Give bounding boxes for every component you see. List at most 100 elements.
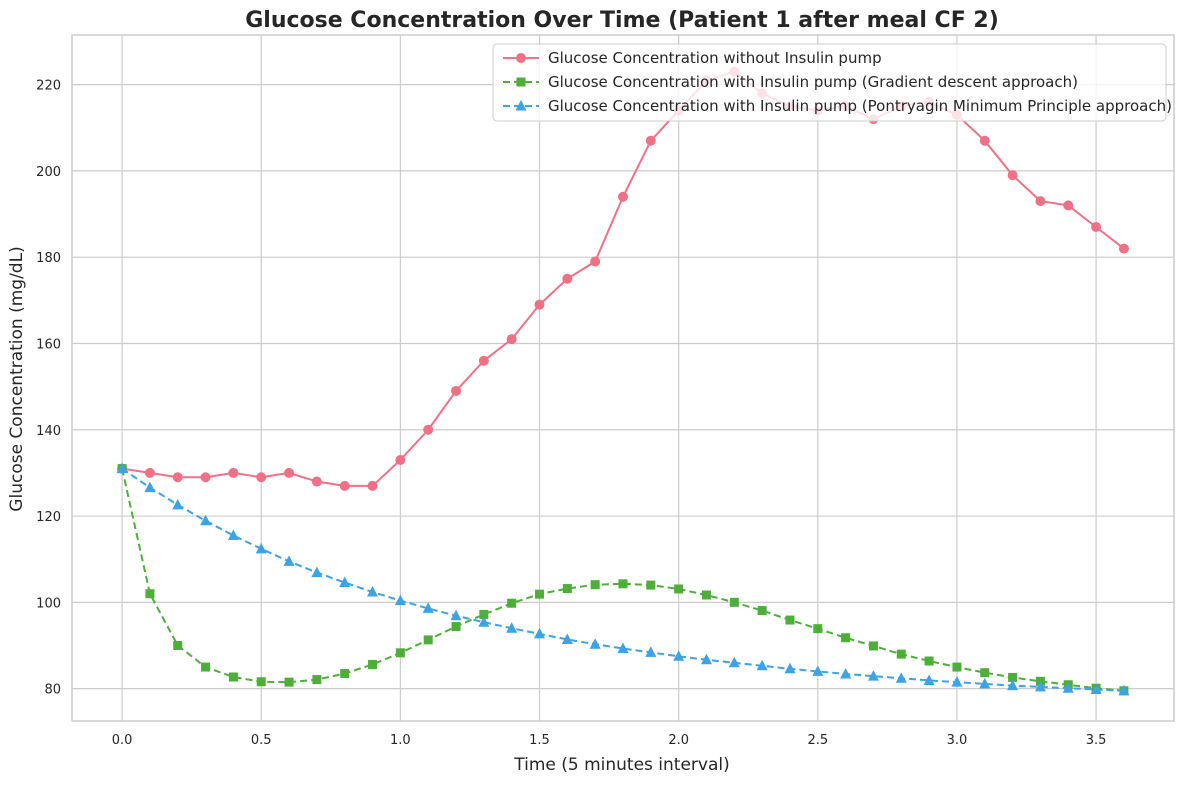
series-1-point [423,424,434,435]
series-2-point [674,584,684,594]
series-1-point [534,299,545,310]
legend-label: Glucose Concentration with Insulin pump … [548,97,1172,115]
series-3-point [116,462,128,474]
series-1 [117,66,1129,491]
y-tick-label: 100 [36,596,61,611]
series-3-point [1034,680,1046,692]
series-2-point [590,580,600,590]
x-tick-label: 1.0 [390,733,411,748]
series-3-point [534,627,546,639]
series-3-point [172,498,184,510]
series-2-point [228,672,238,682]
y-tick-label: 200 [36,165,61,180]
series-3-point [506,622,518,633]
series-2-point [785,615,795,625]
series-group [116,66,1130,696]
y-tick-label: 140 [36,424,61,439]
series-3-point [422,602,434,613]
series-2-point [562,584,572,594]
series-3-point [311,566,323,578]
series-1-point [1118,243,1129,254]
series-2-point [618,579,628,589]
legend-marker [515,100,527,111]
series-1-point [395,454,406,465]
series-3-point [812,665,824,676]
y-tick-label: 120 [36,510,61,525]
series-2-point [757,606,767,616]
series-2-point [841,633,851,643]
series-3-point [227,529,239,540]
series-2-point [924,656,934,666]
series-1-point [228,467,239,478]
series-3-point [283,555,295,566]
series-1-point [367,480,378,491]
series-3-point [617,642,629,654]
legend-item-3: Glucose Concentration with Insulin pump … [503,97,1172,115]
y-axis-ticks: 80 100 120 140 160 180 200 220 [36,79,61,698]
series-2-point [952,662,962,672]
series-2-point [451,622,461,632]
series-1-point [311,476,322,487]
series-3-point [895,672,907,683]
series-1-point [339,480,350,491]
series-2-point [980,668,990,678]
series-2-point [729,597,739,607]
series-2-point [423,635,433,645]
series-3 [116,462,1130,696]
chart-title: Glucose Concentration Over Time (Patient… [245,8,999,33]
series-3-point [1090,683,1102,695]
x-axis-label: Time (5 minutes interval) [513,755,730,775]
x-tick-label: 3.5 [1086,733,1107,748]
series-3-point [367,585,379,597]
series-3-point [394,594,406,606]
x-tick-label: 3.0 [947,733,968,748]
series-2-point [507,598,517,608]
series-2-point [868,641,878,651]
series-3-point [1118,684,1130,696]
series-3-point [478,616,490,627]
series-3-point [450,609,462,621]
y-tick-label: 220 [36,79,61,94]
series-2-point [535,589,545,599]
series-2-point [701,590,711,600]
grid [72,35,1174,721]
series-3-point [1007,679,1019,691]
series-2-point [256,677,266,687]
series-2-point [395,648,405,658]
series-1-point [1007,170,1018,181]
series-2-point [312,675,322,685]
legend-box [492,43,1167,122]
series-3-point [923,674,935,685]
series-3-point [255,542,267,554]
series-3-point [728,656,740,668]
y-tick-label: 180 [36,251,61,266]
series-3-point [589,638,601,649]
y-tick-label: 160 [36,337,61,352]
series-1-point [478,355,489,366]
series-3-point [951,676,963,687]
series-2 [117,464,1129,696]
x-tick-label: 2.5 [807,733,828,748]
series-2-point [145,589,155,599]
series-1-point [618,191,628,202]
x-tick-label: 2.0 [668,733,689,748]
x-tick-label: 1.5 [529,733,550,748]
series-3-point [645,646,657,657]
series-2-point [173,640,183,650]
legend-item-2: Glucose Concentration with Insulin pump … [503,73,1078,91]
legend-label: Glucose Concentration without Insulin pu… [548,49,882,67]
series-1-point [645,135,656,146]
y-axis-label: Glucose Concentration (mg/dL) [7,246,27,511]
series-1-line [121,70,1125,487]
series-3-point [756,659,768,671]
series-2-point [368,659,378,669]
series-3-point [144,481,156,493]
series-2-point [479,609,489,619]
legend-marker [516,77,526,87]
series-2-point [201,662,211,672]
series-1-point [506,334,517,345]
series-3-point [867,670,879,681]
legend-marker [516,53,526,63]
